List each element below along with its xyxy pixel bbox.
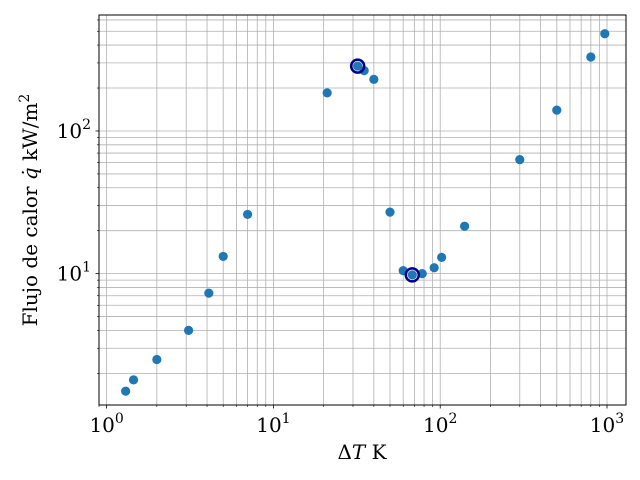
highlight-ring: [404, 267, 421, 283]
x-axis-ticks: 100 101 102 103: [89, 405, 624, 437]
y-axis-label: Flujo de calor q̇ kW/m2: [17, 94, 42, 327]
data-point: [369, 74, 379, 84]
data-point: [515, 154, 525, 165]
data-point: [204, 288, 214, 298]
x-tick-label: 102: [423, 411, 457, 437]
data-point: [600, 29, 610, 39]
plot-area-frame: [98, 14, 627, 406]
data-point: [353, 61, 363, 71]
data-point: [586, 52, 596, 62]
data-point: [242, 209, 253, 220]
data-point: [322, 88, 332, 98]
data-point: [152, 354, 162, 365]
data-point: [552, 105, 562, 115]
data-point: [128, 375, 139, 385]
data-point: [407, 270, 417, 280]
x-tick-label: 103: [590, 411, 624, 437]
y-axis-ticks: 101 102: [57, 19, 99, 374]
data-point: [359, 65, 369, 76]
x-tick-label: 101: [256, 411, 290, 437]
grid-lines: [98, 15, 626, 405]
data-point: [121, 386, 131, 396]
highlight-ring: [349, 58, 366, 74]
data-point: [385, 207, 395, 217]
y-tick-label: 102: [57, 117, 91, 143]
x-axis-label: ΔT K: [337, 440, 387, 464]
data-point: [437, 252, 447, 262]
x-tick-label: 100: [89, 411, 123, 437]
y-tick-label: 101: [57, 260, 91, 286]
data-point: [429, 263, 439, 273]
highlighted-points: [349, 58, 421, 283]
data-point: [218, 251, 228, 262]
data-point: [183, 325, 194, 336]
data-point: [459, 221, 470, 231]
data-points: [121, 29, 610, 396]
